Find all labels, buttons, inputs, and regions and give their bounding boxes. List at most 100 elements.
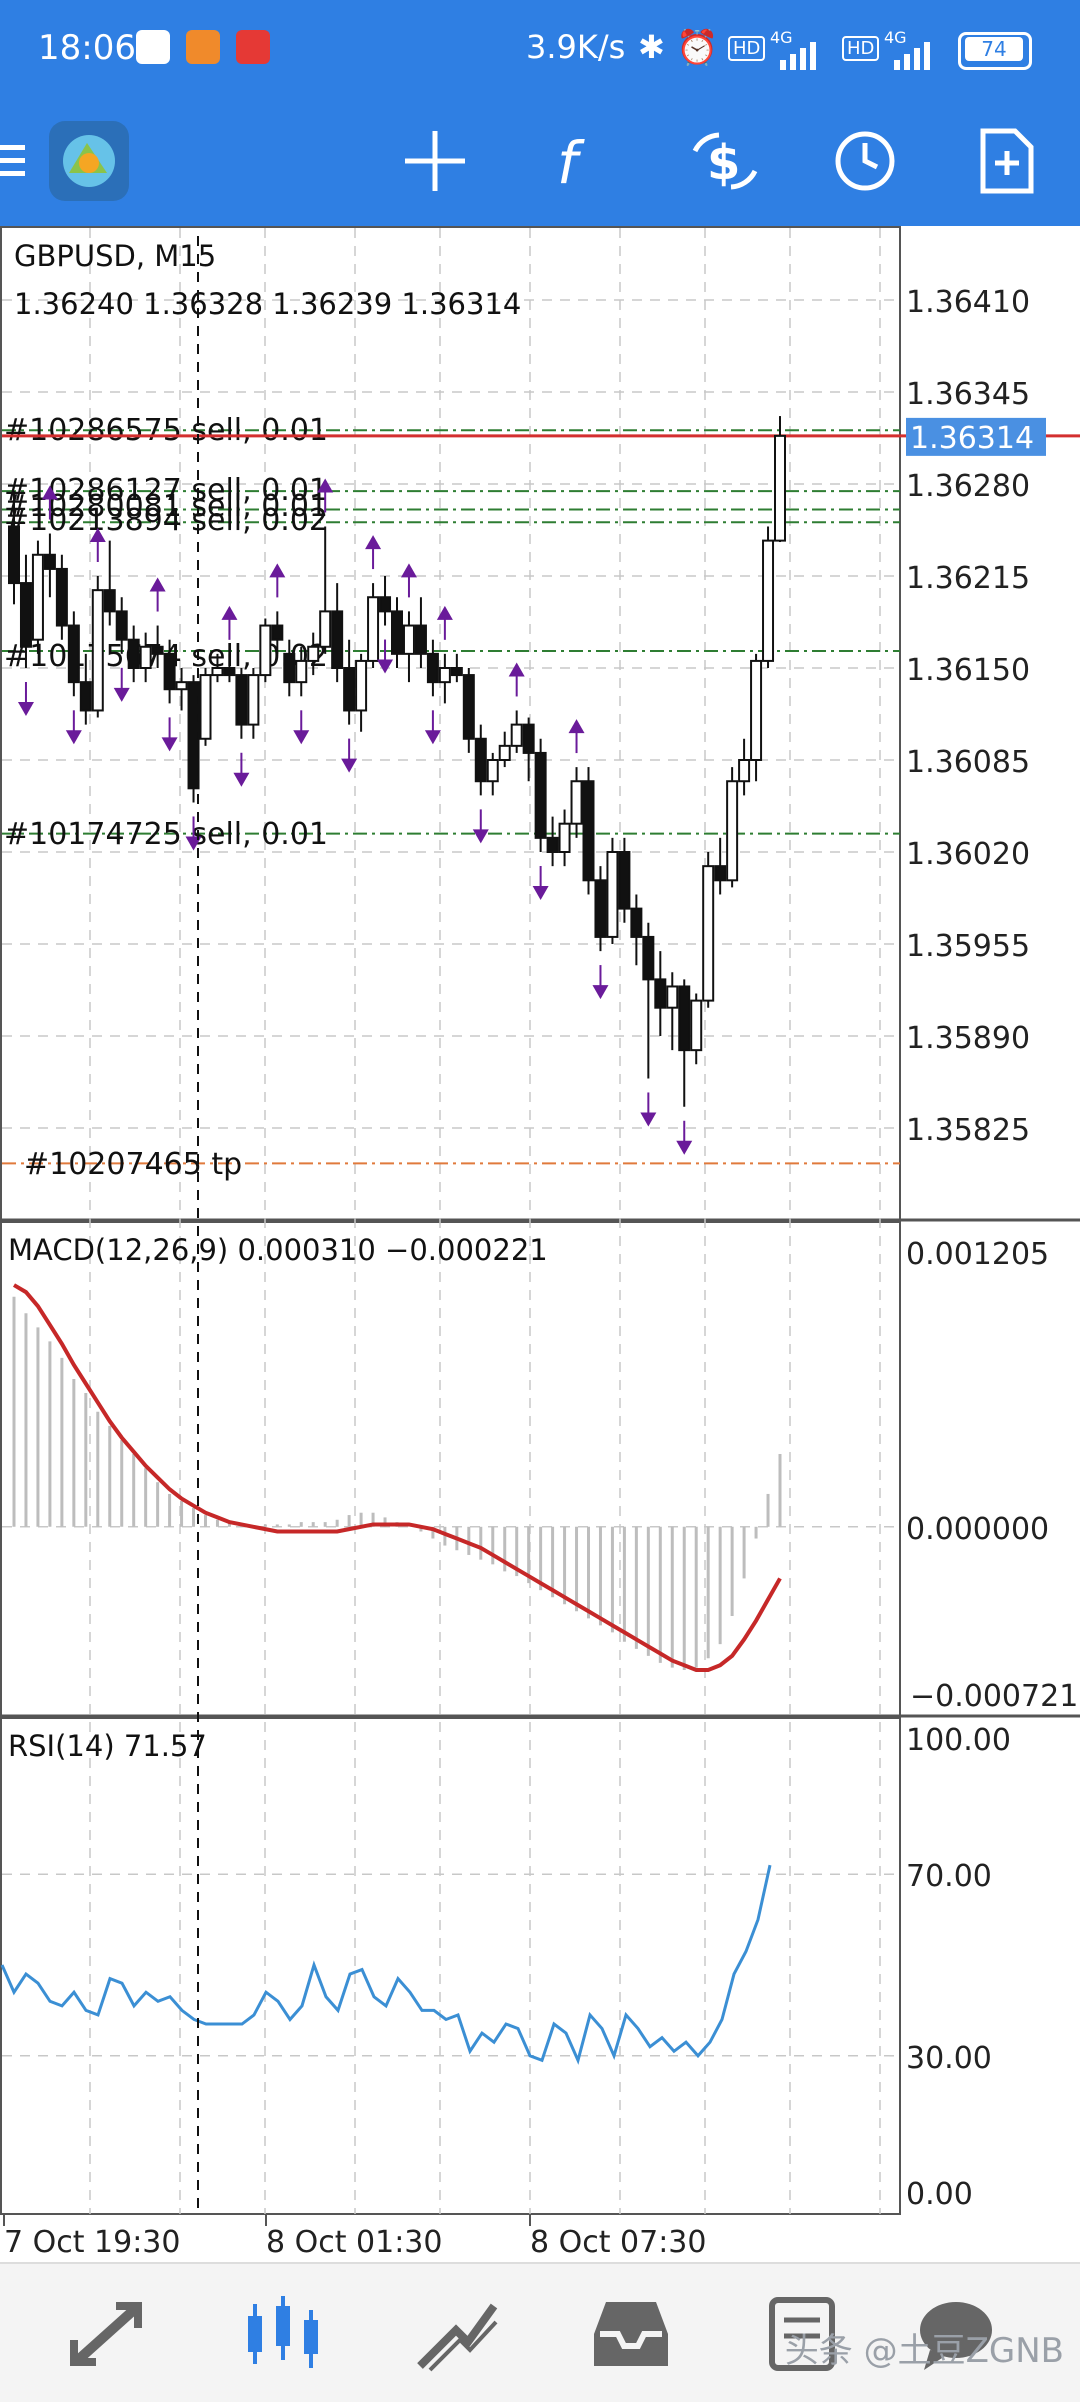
candle-body (355, 659, 368, 712)
nav-chart[interactable] (238, 2294, 328, 2374)
price-axis-label: 1.35890 (906, 1021, 1030, 1056)
sell-arrow-head (65, 730, 82, 745)
chart-grid (0, 226, 1080, 2215)
menu-button[interactable] (0, 116, 40, 206)
nav-history[interactable] (586, 2294, 676, 2374)
sell-arrow-head (640, 1112, 657, 1127)
candle-body (307, 645, 320, 662)
price-axis-label: 1.36085 (906, 745, 1030, 780)
current-price-tag (906, 417, 1046, 456)
order-label: #10286575 sell, 0.01 (4, 413, 328, 448)
current-price-value: 1.36314 (910, 421, 1034, 456)
indicators-button[interactable]: f (532, 116, 622, 206)
journal-icon (769, 2297, 835, 2371)
candle-body (462, 674, 475, 740)
crosshair-button[interactable] (390, 116, 480, 206)
price-axis-label: 1.36345 (906, 377, 1030, 412)
buy-arrow-head (221, 605, 238, 620)
rsi-axis-label: 70.00 (906, 1859, 992, 1894)
candle-body (738, 759, 751, 783)
rsi-label: RSI(14) 71.57 (8, 1729, 207, 1763)
nav-journal[interactable] (760, 2294, 850, 2374)
candle-body (606, 851, 619, 938)
timeframe-button[interactable] (820, 116, 910, 206)
candle-body (91, 589, 104, 712)
network-speed: 3.9K/s (526, 28, 626, 66)
signal-icon-1 (780, 42, 816, 70)
candle-body (582, 780, 595, 882)
time-axis-label: 8 Oct 07:30 (530, 2225, 706, 2260)
candle-body (127, 638, 140, 670)
chart-area[interactable]: #10286575 sell, 0.01 #10286127 sell, 0.01… (0, 226, 1080, 2262)
time-axis-label: 7 Oct 19:30 (4, 2225, 180, 2260)
candle-body (223, 667, 236, 677)
sell-arrow-head (341, 758, 358, 773)
axis-labels: 1.36410 1.36345 1.36280 1.36215 1.36150 1.360… (3, 285, 1078, 2260)
trade-button[interactable]: $ (680, 116, 770, 206)
candle-body (343, 667, 356, 712)
candle-body (498, 744, 511, 761)
rsi-line (0, 1864, 772, 2065)
macd-axis-label: 0.001205 (906, 1237, 1049, 1272)
candle-body (690, 999, 703, 1052)
new-order-button[interactable] (962, 116, 1052, 206)
rsi-axis-label: 30.00 (906, 2041, 992, 2076)
candle-body (283, 652, 296, 684)
bottom-navigation: 头条 @土豆ZGNB (0, 2262, 1080, 2402)
trade-arrows (17, 478, 693, 1155)
sell-arrow-head (293, 730, 310, 745)
trade-trend-icon (417, 2303, 498, 2372)
candle-body (522, 723, 535, 754)
candle-body (8, 525, 20, 585)
candle-body (391, 610, 403, 655)
nav-trade[interactable] (412, 2294, 502, 2374)
buy-arrow-head (436, 605, 453, 620)
macd-panel-border (0, 1221, 901, 1717)
battery-icon: 74 (958, 32, 1032, 70)
candle-body (79, 681, 92, 712)
candle-body (199, 674, 212, 740)
candle-body (750, 659, 763, 761)
app-logo[interactable] (44, 116, 134, 206)
nav-quotes[interactable] (64, 2294, 154, 2374)
candle-body (702, 865, 715, 1002)
candle-body (235, 674, 248, 726)
rsi-panel-border (0, 1717, 901, 2215)
candle-body (642, 935, 655, 981)
buy-arrow-head (149, 577, 166, 592)
rsi-panel (0, 1864, 900, 2065)
candle-body (546, 836, 559, 853)
svg-text:f: f (557, 129, 585, 193)
sell-arrow-head (676, 1140, 693, 1155)
buy-arrow-head (269, 563, 286, 578)
candle-body (19, 582, 32, 648)
new-document-icon (980, 128, 1034, 194)
qq-icon (136, 30, 170, 64)
crosshair-icon (405, 131, 465, 191)
buy-arrow-head (89, 528, 106, 542)
signal-icon-2 (894, 42, 930, 70)
sell-arrow-head (592, 985, 609, 1000)
candle-body (163, 652, 176, 691)
order-lines: #10286575 sell, 0.01 #10286127 sell, 0.01… (2, 413, 1080, 1182)
price-axis-label: 1.36215 (906, 561, 1030, 596)
metatrader-logo-icon (49, 121, 129, 201)
candle-body (534, 751, 547, 839)
nav-messages[interactable] (910, 2294, 1000, 2374)
candle-body (486, 759, 499, 783)
candle-body (31, 553, 44, 641)
macd-signal-line (12, 1283, 782, 1672)
candle-body (139, 645, 152, 669)
alarm-icon: ⏰ (676, 28, 719, 68)
price-axis-label: 1.36410 (906, 285, 1030, 320)
network-type-2: 4G (884, 28, 907, 47)
price-axis-label: 1.36020 (906, 837, 1030, 872)
sell-arrow-head (17, 702, 34, 716)
candle-body (259, 624, 272, 677)
buy-arrow-head (317, 478, 334, 493)
candle-body (774, 434, 786, 542)
candle-body (295, 659, 308, 684)
order-label: #10280081 sell, 0.01 (4, 489, 328, 524)
macd-axis-label: −0.000721 (910, 1679, 1078, 1714)
price-chart[interactable]: #10286575 sell, 0.01 #10286127 sell, 0.01… (0, 226, 1080, 2262)
